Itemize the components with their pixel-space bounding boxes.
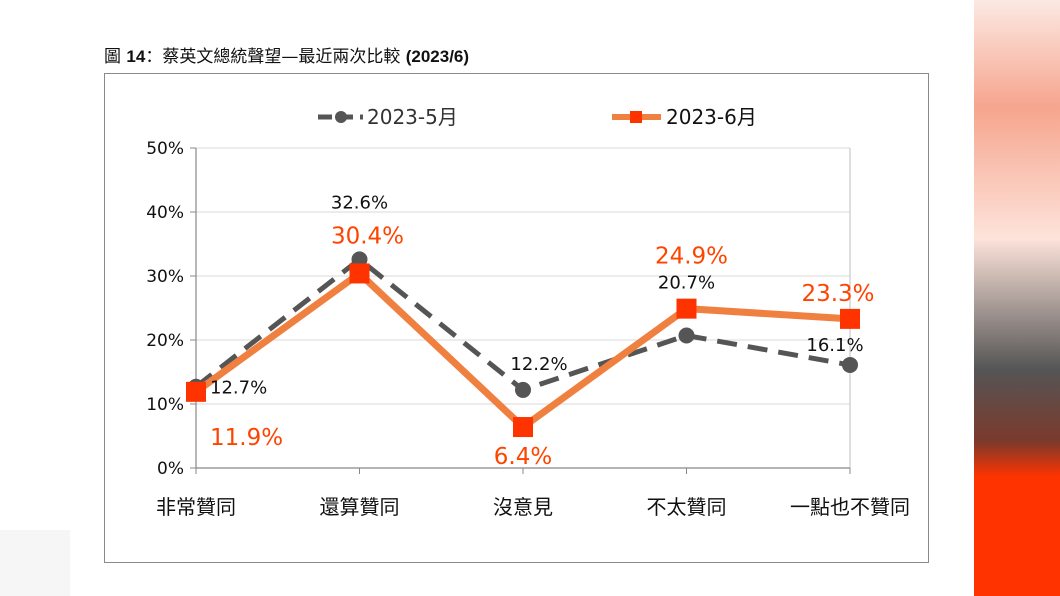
y-tick-label: 50%	[146, 139, 184, 159]
x-tick-label: 一點也不贊同	[790, 495, 910, 519]
data-label-june: 6.4%	[494, 444, 552, 470]
data-point-may	[515, 381, 531, 398]
data-label-may: 20.7%	[658, 273, 715, 294]
data-label-may: 12.7%	[210, 378, 267, 399]
data-point-may	[842, 356, 858, 373]
legend-label-june: 2023-6月	[666, 105, 757, 129]
y-tick-label: 0%	[157, 459, 184, 479]
legend-entry-june: 2023-6月	[612, 105, 757, 129]
data-point-june	[840, 308, 860, 329]
y-tick-label: 40%	[146, 203, 184, 223]
legend-marker-june	[630, 111, 642, 123]
background-decoration-right	[974, 0, 1060, 596]
x-tick-label: 沒意見	[493, 495, 553, 519]
figure-title-text: ：蔡英文總統聲望—最近兩次比較	[145, 47, 401, 67]
data-label-june: 30.4%	[331, 223, 404, 249]
y-tick-label: 30%	[146, 267, 184, 287]
background-decoration-left	[0, 530, 70, 596]
y-tick-label: 10%	[146, 395, 184, 415]
legend-marker-may	[335, 111, 347, 123]
data-point-june	[186, 381, 206, 402]
y-tick-label: 20%	[146, 331, 184, 351]
chart-data-labels: 12.7% 32.6% 12.2% 20.7% 16.1% 11.9% 30.4% 6.4% 2…	[210, 192, 875, 470]
legend-label-may: 2023-5月	[367, 105, 458, 129]
data-label-june: 24.9%	[655, 244, 728, 270]
figure-title-prefix: 圖	[104, 47, 127, 67]
chart-axes: 0% 10% 20% 30% 40% 50% 非常贊同 還算贊同 沒意見 不太贊同 一點也不贊同	[146, 139, 910, 519]
chart-series	[186, 251, 860, 438]
legend-entry-may: 2023-5月	[318, 105, 458, 129]
x-tick-label: 還算贊同	[320, 495, 400, 519]
chart-frame: 0% 10% 20% 30% 40% 50% 非常贊同 還算贊同 沒意見 不太贊同 一點也不贊同 2…	[104, 73, 929, 563]
data-label-june: 11.9%	[210, 425, 283, 451]
data-point-may	[678, 327, 695, 344]
figure-title: 圖 14：蔡英文總統聲望—最近兩次比較 (2023/6)	[104, 42, 469, 67]
figure-title-date: (2023/6)	[405, 47, 470, 66]
data-label-may: 16.1%	[806, 335, 863, 356]
chart-grid	[196, 147, 851, 468]
data-label-june: 23.3%	[801, 281, 874, 307]
data-point-june	[349, 263, 370, 284]
x-tick-label: 不太贊同	[647, 495, 727, 519]
chart-legend: 2023-5月 2023-6月	[318, 105, 757, 129]
data-label-may: 12.2%	[510, 354, 567, 375]
line-chart: 0% 10% 20% 30% 40% 50% 非常贊同 還算贊同 沒意見 不太贊同 一點也不贊同 2…	[146, 105, 910, 519]
x-tick-label: 非常贊同	[156, 495, 236, 519]
data-point-may	[351, 251, 368, 268]
data-label-may: 32.6%	[331, 192, 388, 213]
data-point-june	[676, 298, 697, 319]
figure-title-number: 14	[126, 47, 146, 66]
data-point-june	[513, 417, 533, 438]
